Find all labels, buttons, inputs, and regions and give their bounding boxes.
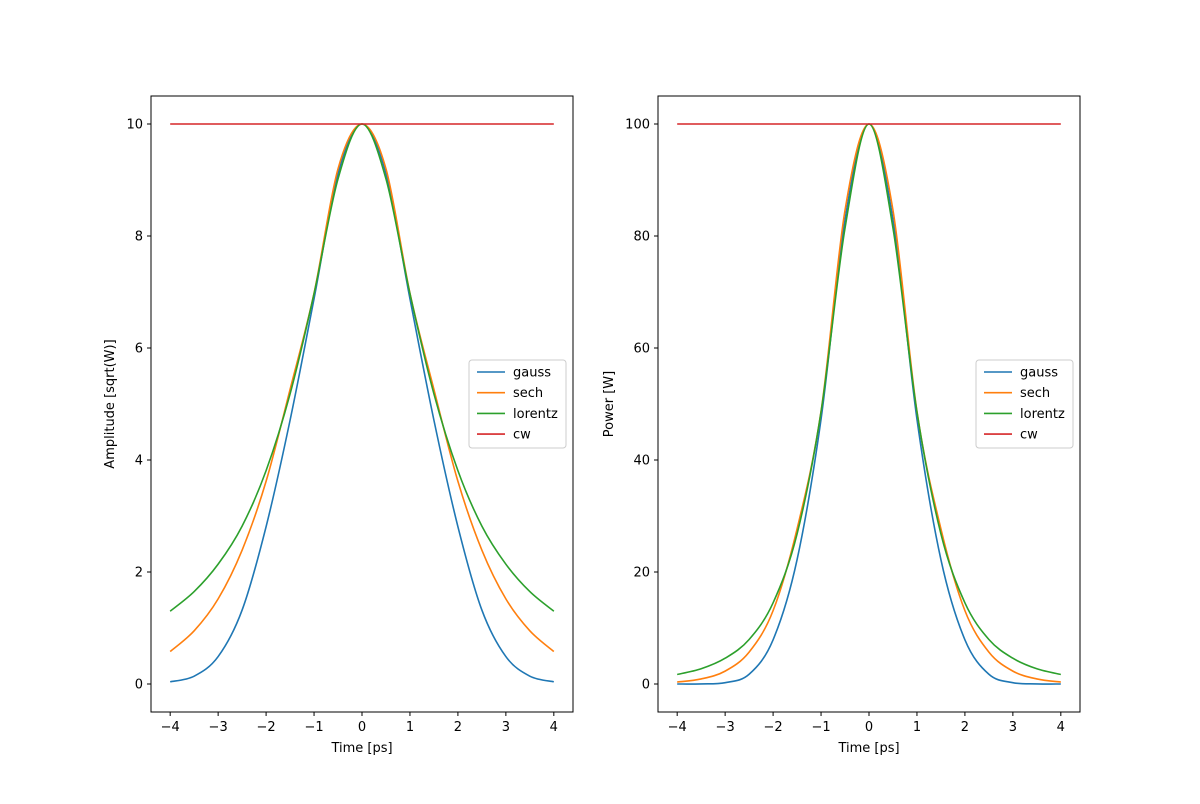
y-axis-label: Power [W] <box>602 371 617 437</box>
x-tick-label: −4 <box>668 720 687 735</box>
series-lines <box>676 123 1062 685</box>
x-tick-label: 3 <box>1009 720 1017 735</box>
y-tick-label: 0 <box>642 678 650 693</box>
y-tick-label: 100 <box>625 118 650 133</box>
x-tick-label: −1 <box>811 720 830 735</box>
legend-box <box>468 359 567 449</box>
legend-label-gauss: gauss <box>513 366 551 381</box>
legend-label-cw: cw <box>513 428 531 443</box>
legend: gauss sech lorentz cw <box>975 359 1074 449</box>
legend: gauss sech lorentz cw <box>468 359 567 449</box>
legend-label-lorentz: lorentz <box>513 407 558 422</box>
x-tick-label: 3 <box>502 720 510 735</box>
legend-label-cw: cw <box>1020 428 1038 443</box>
x-tick-label: −2 <box>257 720 276 735</box>
x-tick-label: 0 <box>865 720 873 735</box>
x-tick-label: 2 <box>961 720 969 735</box>
x-axis-label: Time [ps] <box>330 741 392 756</box>
y-tick-label: 6 <box>135 342 143 357</box>
x-axis-label: Time [ps] <box>837 741 899 756</box>
x-tick-label: 1 <box>406 720 414 735</box>
y-tick-label: 4 <box>135 454 143 469</box>
x-tick-label: 4 <box>550 720 558 735</box>
legend-label-lorentz: lorentz <box>1020 407 1065 422</box>
y-tick-label: 0 <box>135 678 143 693</box>
x-tick-label: 2 <box>454 720 462 735</box>
y-tick-label: 20 <box>633 566 650 581</box>
y-tick-label: 2 <box>135 566 143 581</box>
x-tick-label: 0 <box>358 720 366 735</box>
y-tick-label: 10 <box>126 118 143 133</box>
x-tick-label: −3 <box>716 720 735 735</box>
y-tick-label: 8 <box>135 230 143 245</box>
y-tick-label: 60 <box>633 342 650 357</box>
y-tick-label: 40 <box>633 454 650 469</box>
legend-box <box>975 359 1074 449</box>
x-tick-label: −2 <box>764 720 783 735</box>
y-tick-label: 80 <box>633 230 650 245</box>
legend-label-sech: sech <box>1020 386 1050 401</box>
y-axis-label: Amplitude [sqrt(W)] <box>103 339 118 468</box>
x-tick-label: −3 <box>209 720 228 735</box>
legend-label-sech: sech <box>513 386 543 401</box>
series-lines <box>169 123 555 683</box>
x-tick-label: 4 <box>1057 720 1065 735</box>
x-tick-label: 1 <box>913 720 921 735</box>
x-tick-label: −1 <box>304 720 323 735</box>
chart-panel-1: −4 −3 −2 −1 0 1 2 3 4 0 2 4 6 8 10 Time [ps] Amplitude [… <box>103 95 574 756</box>
x-tick-label: −4 <box>161 720 180 735</box>
legend-label-gauss: gauss <box>1020 366 1058 381</box>
